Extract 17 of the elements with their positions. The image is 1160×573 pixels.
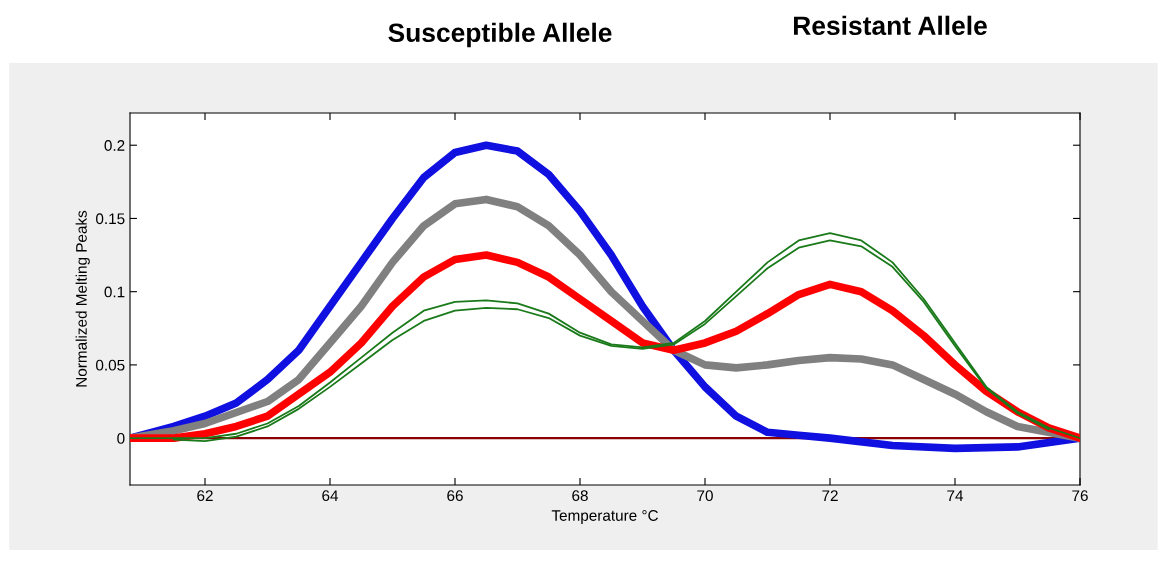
y-axis-title: Normalized Melting Peaks: [75, 210, 90, 387]
y-tick-label: 0.15: [96, 213, 125, 225]
y-tick-label: 0.05: [96, 359, 125, 371]
text: Resistant Allele: [794, 15, 987, 36]
x-tick-label: 74: [947, 490, 964, 501]
y-tick-label: 0.1: [104, 286, 125, 298]
text: Susceptible Allele: [388, 22, 612, 48]
x-tick-label: 72: [822, 490, 838, 501]
x-tick-label: 62: [197, 490, 213, 502]
x-tick-label: 76: [1072, 490, 1088, 502]
x-tick-label: 64: [322, 490, 339, 502]
y-tick-label: 0.2: [104, 140, 125, 151]
x-tick-label: 68: [572, 490, 588, 502]
x-tick-label: 66: [447, 490, 463, 502]
x-tick-label: 70: [697, 490, 713, 502]
y-tick-label: 0: [117, 433, 125, 444]
x-axis-title: Temperature °C: [551, 510, 658, 524]
